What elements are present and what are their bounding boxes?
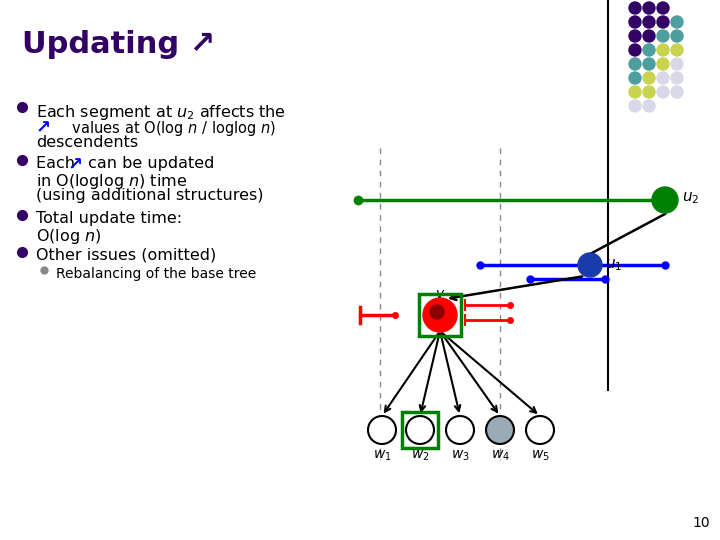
Circle shape [671, 86, 683, 98]
Circle shape [657, 2, 669, 14]
Circle shape [643, 2, 655, 14]
Text: $w_1$: $w_1$ [373, 449, 391, 463]
Circle shape [629, 30, 641, 42]
Circle shape [657, 16, 669, 28]
Circle shape [657, 30, 669, 42]
Text: Updating ↗: Updating ↗ [22, 30, 215, 59]
Text: Each segment at $u_2$ affects the: Each segment at $u_2$ affects the [36, 103, 286, 122]
Circle shape [406, 416, 434, 444]
Circle shape [629, 44, 641, 56]
Text: can be updated: can be updated [83, 156, 215, 171]
Text: $w_4$: $w_4$ [490, 449, 510, 463]
Circle shape [652, 187, 678, 213]
Text: $u_2$: $u_2$ [682, 190, 699, 206]
Circle shape [629, 2, 641, 14]
Circle shape [671, 58, 683, 70]
Circle shape [643, 30, 655, 42]
Circle shape [657, 86, 669, 98]
Circle shape [643, 44, 655, 56]
Circle shape [657, 44, 669, 56]
Circle shape [657, 72, 669, 84]
Text: $w_5$: $w_5$ [531, 449, 549, 463]
Circle shape [423, 298, 457, 332]
Circle shape [629, 16, 641, 28]
Circle shape [629, 72, 641, 84]
Text: Other issues (omitted): Other issues (omitted) [36, 248, 216, 263]
Circle shape [486, 416, 514, 444]
Text: $w_3$: $w_3$ [451, 449, 469, 463]
Circle shape [671, 44, 683, 56]
Text: Total update time:: Total update time: [36, 211, 182, 226]
Text: $v$: $v$ [435, 287, 446, 301]
Text: O(log $n$): O(log $n$) [36, 227, 102, 246]
Circle shape [643, 86, 655, 98]
Circle shape [629, 86, 641, 98]
Text: descendents: descendents [36, 135, 138, 150]
Text: ↗: ↗ [68, 156, 83, 174]
Circle shape [657, 58, 669, 70]
Text: ↗: ↗ [36, 119, 51, 137]
Circle shape [643, 58, 655, 70]
Circle shape [671, 72, 683, 84]
Circle shape [430, 305, 444, 319]
Circle shape [629, 58, 641, 70]
Text: in O(loglog $n$) time: in O(loglog $n$) time [36, 172, 187, 191]
Text: (using additional structures): (using additional structures) [36, 188, 264, 203]
Circle shape [629, 100, 641, 112]
Text: $w_2$: $w_2$ [410, 449, 429, 463]
Circle shape [671, 16, 683, 28]
Circle shape [526, 416, 554, 444]
Circle shape [578, 253, 602, 277]
Text: 10: 10 [693, 516, 710, 530]
Circle shape [643, 100, 655, 112]
Circle shape [368, 416, 396, 444]
Text: Each: Each [36, 156, 80, 171]
Circle shape [671, 30, 683, 42]
Text: Rebalancing of the base tree: Rebalancing of the base tree [56, 267, 256, 281]
Text: $u_1$: $u_1$ [605, 257, 622, 273]
Circle shape [446, 416, 474, 444]
Text: values at O(log $n$ / loglog $n$): values at O(log $n$ / loglog $n$) [58, 119, 276, 138]
Circle shape [643, 16, 655, 28]
Circle shape [643, 72, 655, 84]
